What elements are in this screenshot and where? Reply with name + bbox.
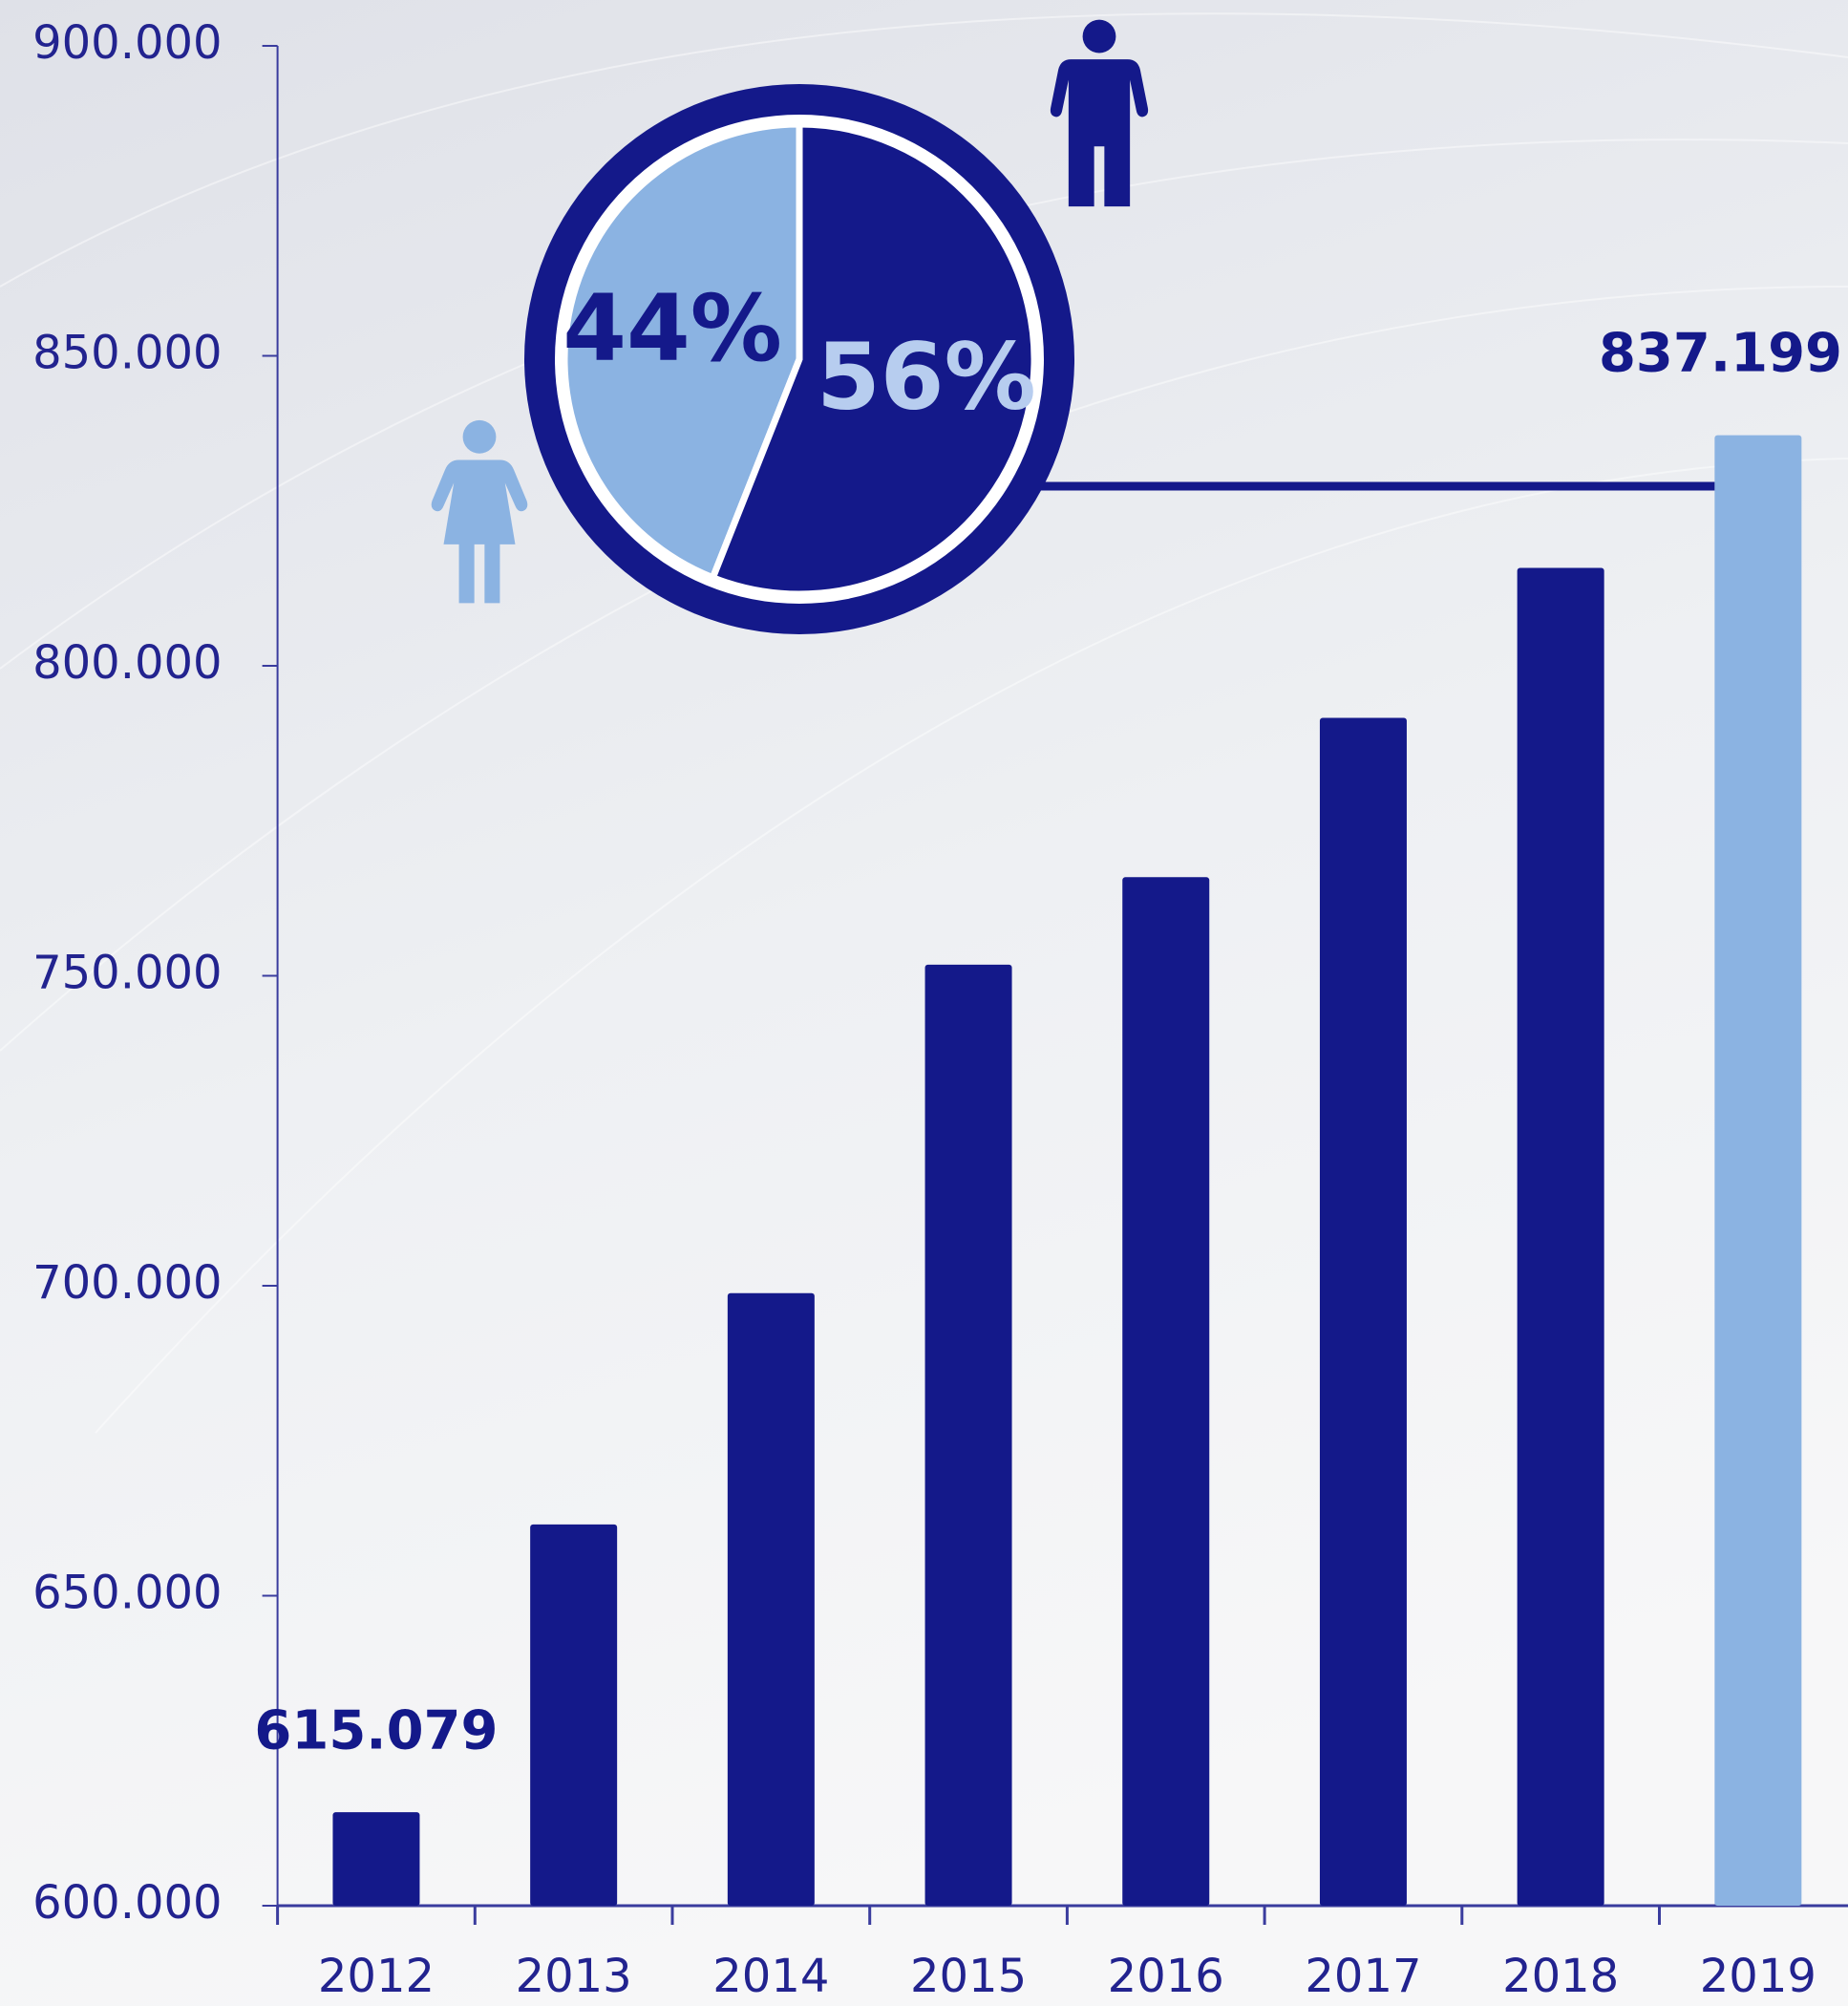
man-icon	[1050, 19, 1149, 207]
x-tick-label: 2017	[1305, 1950, 1421, 2003]
bar	[727, 1292, 815, 1906]
x-tick-label: 2016	[1108, 1950, 1224, 2003]
y-tick-label: 900.000	[32, 16, 223, 70]
x-tick-label: 2013	[516, 1950, 632, 2003]
pie-label: 56%	[817, 324, 1036, 431]
bar	[1319, 717, 1407, 1906]
woman-icon	[431, 419, 528, 604]
y-tick-label: 700.000	[32, 1256, 223, 1310]
y-tick-label: 650.000	[32, 1567, 223, 1620]
bar	[924, 964, 1012, 1906]
pie-slice	[708, 120, 1038, 598]
bar	[1122, 877, 1210, 1906]
pie-label: 44%	[563, 275, 782, 382]
x-tick-label: 2018	[1502, 1950, 1619, 2003]
value-label: 615.079	[254, 1699, 498, 1761]
y-tick-label: 750.000	[32, 947, 223, 1000]
bar	[1517, 567, 1604, 1906]
y-tick-label: 850.000	[32, 327, 223, 380]
bar	[1714, 435, 1802, 1906]
x-tick-label: 2015	[910, 1950, 1027, 2003]
value-label: 837.199	[1599, 323, 1842, 385]
y-tick-label: 600.000	[32, 1876, 223, 1930]
x-tick-label: 2012	[318, 1950, 435, 2003]
bar	[530, 1524, 618, 1906]
x-tick-label: 2019	[1700, 1950, 1816, 2003]
y-tick-label: 800.000	[32, 636, 223, 690]
x-tick-label: 2014	[712, 1950, 829, 2003]
bar	[332, 1812, 420, 1906]
pie-slice	[561, 120, 803, 583]
